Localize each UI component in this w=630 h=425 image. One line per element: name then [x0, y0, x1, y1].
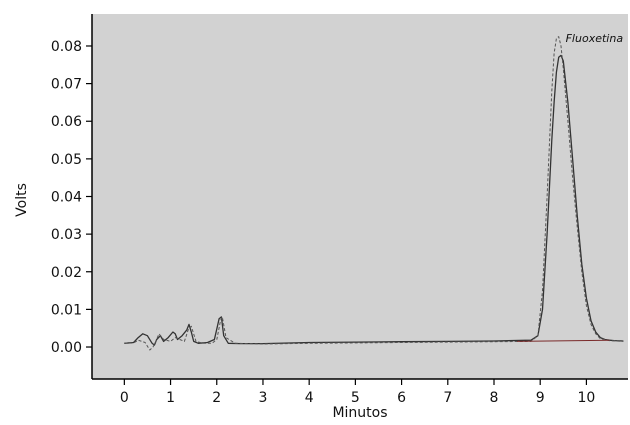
x-axis-title: Minutos: [332, 405, 387, 421]
y-tick-label: 0.01: [51, 302, 82, 318]
x-tick-label: 9: [536, 390, 545, 406]
x-tick-label: 8: [490, 390, 499, 406]
x-tick-label: 0: [120, 390, 129, 406]
y-tick-label: 0.06: [51, 114, 82, 130]
x-tick-label: 10: [577, 390, 595, 406]
x-tick-label: 7: [443, 390, 452, 406]
x-tick-label: 2: [212, 390, 221, 406]
series-line-1: [124, 54, 624, 346]
x-tick-label: 6: [397, 390, 406, 406]
baseline-segment: [517, 339, 610, 342]
y-tick-label: 0.07: [51, 77, 82, 93]
y-tick-label: 0.04: [51, 190, 82, 206]
x-ticks: 0 1 2 3 4 5 6 7 8 9 10: [120, 379, 595, 406]
y-tick-label: 0.08: [51, 39, 82, 55]
y-tick-label: 0.05: [51, 152, 82, 168]
series-line-2: [124, 36, 624, 351]
plot-area: [92, 14, 628, 379]
y-axis-title: Volts: [14, 183, 30, 217]
x-tick-label: 1: [166, 390, 175, 406]
x-tick-label: 5: [351, 390, 360, 406]
y-tick-label: 0.03: [51, 227, 82, 243]
y-tick-label: 0.02: [51, 265, 82, 281]
peak-annotation: Fluoxetina: [566, 32, 624, 45]
y-tick-label: 0.00: [51, 340, 82, 356]
series-layer: [124, 36, 624, 351]
y-ticks: 0.00 0.01 0.02 0.03 0.04 0.05 0.06 0.07 0.08: [51, 39, 92, 356]
annotation-layer: Fluoxetina: [566, 32, 624, 45]
x-tick-label: 4: [305, 390, 314, 406]
x-tick-label: 3: [259, 390, 268, 406]
